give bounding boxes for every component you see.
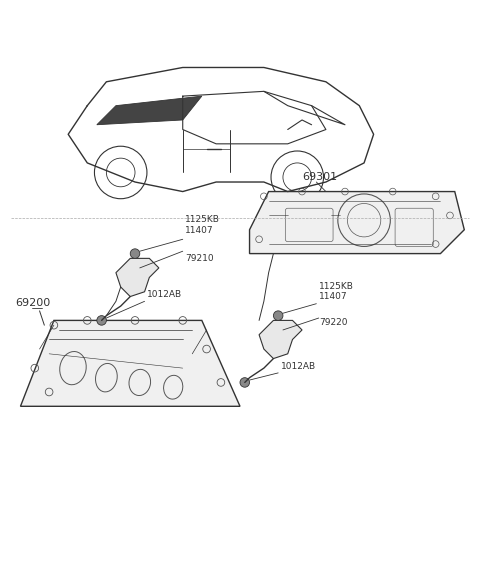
- Circle shape: [274, 311, 283, 320]
- Text: 1125KB
11407: 1125KB 11407: [319, 282, 354, 301]
- Polygon shape: [97, 96, 202, 125]
- Polygon shape: [116, 258, 159, 297]
- Text: 1012AB: 1012AB: [281, 362, 316, 370]
- Polygon shape: [21, 320, 240, 406]
- Text: 1125KB
11407: 1125KB 11407: [185, 215, 220, 235]
- Circle shape: [130, 249, 140, 258]
- Circle shape: [97, 316, 107, 325]
- Text: 69301: 69301: [302, 172, 337, 182]
- Polygon shape: [250, 192, 464, 254]
- Circle shape: [240, 378, 250, 387]
- Text: 1012AB: 1012AB: [147, 290, 182, 299]
- Polygon shape: [259, 320, 302, 359]
- Text: 79210: 79210: [185, 254, 214, 262]
- Text: 79220: 79220: [319, 318, 347, 327]
- Text: 69200: 69200: [16, 298, 51, 308]
